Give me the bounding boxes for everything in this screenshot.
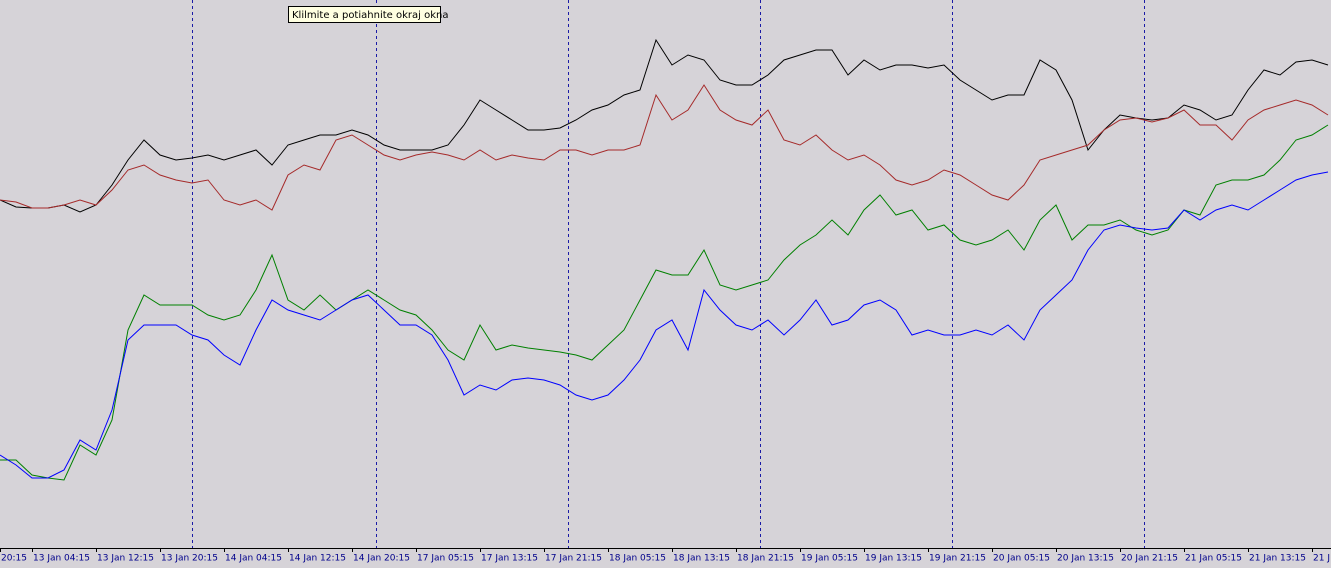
x-tick-label: 21 Jan 05:15 [1185,554,1242,564]
x-tick-label: 13 Jan 20:15 [161,554,218,564]
tooltip: Klilmite a potiahnite okraj okna [288,6,448,23]
x-tick-label: 20 Jan 21:15 [1121,554,1178,564]
x-axis-labels: 20:15 13 Jan 04:15 13 Jan 12:15 13 Jan 20:1… [0,548,1330,564]
x-tick-label: 18 Jan 21:15 [737,554,794,564]
x-tick-label: 21 Jan 13:15 [1249,554,1306,564]
series-line [0,171,1329,479]
x-tick-label: 18 Jan 05:15 [609,554,666,564]
x-tick-label: 14 Jan 12:15 [289,554,346,564]
series-line [0,38,1329,213]
x-tick-label: 20 Jan 05:15 [993,554,1050,564]
plot-area [0,0,1329,548]
x-tick-label: 17 Jan 05:15 [417,554,474,564]
x-tick-label: 18 Jan 13:15 [673,554,730,564]
tooltip-text: Klilmite a potiahnite okraj okna [292,10,448,21]
x-tick-label: 21 J [1313,554,1330,564]
x-tick-label: 19 Jan 13:15 [865,554,922,564]
x-tick-label: 14 Jan 20:15 [353,554,410,564]
x-tick-label: 17 Jan 13:15 [481,554,538,564]
x-tick-label: 19 Jan 05:15 [801,554,858,564]
x-tick-label: 20 Jan 13:15 [1057,554,1114,564]
x-tick-label: 13 Jan 04:15 [33,554,90,564]
x-tick-label: 19 Jan 21:15 [929,554,986,564]
x-tick-label: 20:15 [1,554,27,564]
series-line [0,84,1329,211]
x-tick-label: 17 Jan 21:15 [545,554,602,564]
x-tick-label: 14 Jan 04:15 [225,554,282,564]
series-line [0,124,1329,481]
tooltip-box [288,6,441,23]
x-tick-label: 13 Jan 12:15 [97,554,154,564]
